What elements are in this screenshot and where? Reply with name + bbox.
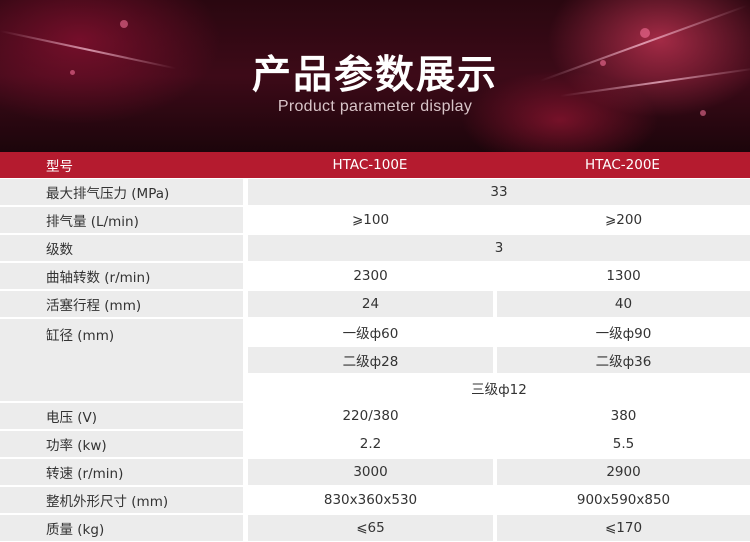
row-value: ⩽170 (497, 515, 750, 541)
row-value: ⩾200 (497, 207, 750, 233)
row-value: 2900 (497, 459, 750, 485)
page-title: 产品参数展示 (251, 53, 498, 98)
row-value: 三级ф12 (248, 375, 750, 401)
glow-dot (70, 70, 75, 75)
table-row: 质量 (kg) ⩽65 ⩽170 (0, 514, 750, 542)
table-row: 整机外形尺寸 (mm) 830x360x530 900x590x850 (0, 486, 750, 514)
glow-dot (600, 60, 606, 66)
row-value: 220/380 (248, 403, 493, 429)
row-value: 5.5 (497, 431, 750, 457)
row-value: 380 (497, 403, 750, 429)
row-label-text: 缸径 (mm) (46, 328, 115, 344)
row-value: 40 (497, 291, 750, 317)
row-value: 2.2 (248, 431, 493, 457)
row-label: 级数 (0, 235, 243, 261)
row-label: 曲轴转数 (r/min) (0, 263, 243, 289)
row-label: 功率 (kw) (0, 431, 243, 457)
table-row: 电压 (V) 220/380 380 (0, 402, 750, 430)
row-label: 质量 (kg) (0, 515, 243, 541)
row-value: 2300 (248, 263, 493, 289)
row-value: ⩽65 (248, 515, 493, 541)
table-row: 最大排气压力 (MPa) 33 (0, 178, 750, 206)
header-banner: 产品参数展示 Product parameter display (0, 0, 750, 152)
row-value: 一级ф90 (497, 319, 750, 345)
row-value: 33 (248, 179, 750, 205)
row-label: 缸径 (mm) (0, 319, 243, 401)
row-value: 1300 (497, 263, 750, 289)
page-subtitle: Product parameter display (277, 98, 473, 115)
row-label: 转速 (r/min) (0, 459, 243, 485)
table-row: 曲轴转数 (r/min) 2300 1300 (0, 262, 750, 290)
row-label: 活塞行程 (mm) (0, 291, 243, 317)
row-label: 整机外形尺寸 (mm) (0, 487, 243, 513)
table-row: 级数 3 (0, 234, 750, 262)
row-value: 900x590x850 (497, 487, 750, 513)
row-value: 一级ф60 (248, 319, 493, 345)
table-row-bore: 缸径 (mm) 一级ф60 一级ф90 二级ф28 二级ф36 三级ф12 (0, 318, 750, 402)
row-label: 排气量 (L/min) (0, 207, 243, 233)
table-row: 转速 (r/min) 3000 2900 (0, 458, 750, 486)
glow-dot (120, 20, 128, 28)
column-header-200e: HTAC-200E (585, 157, 660, 173)
row-value: 二级ф36 (497, 347, 750, 373)
row-value: 3 (248, 235, 750, 261)
row-value: 二级ф28 (248, 347, 493, 373)
row-value: 3000 (248, 459, 493, 485)
row-value: 24 (248, 291, 493, 317)
row-value: ⩾100 (248, 207, 493, 233)
row-label: 最大排气压力 (MPa) (0, 179, 243, 205)
table-header-row: 型号 HTAC-100E HTAC-200E (0, 152, 750, 178)
column-header-100e: HTAC-100E (332, 157, 408, 173)
row-value: 830x360x530 (248, 487, 493, 513)
table-row: 排气量 (L/min) ⩾100 ⩾200 (0, 206, 750, 234)
glow-dot (640, 28, 650, 38)
glow-dot (700, 110, 706, 116)
table-row: 功率 (kw) 2.2 5.5 (0, 430, 750, 458)
row-label: 电压 (V) (0, 403, 243, 429)
column-header-model: 型号 (46, 159, 73, 175)
table-row: 活塞行程 (mm) 24 40 (0, 290, 750, 318)
